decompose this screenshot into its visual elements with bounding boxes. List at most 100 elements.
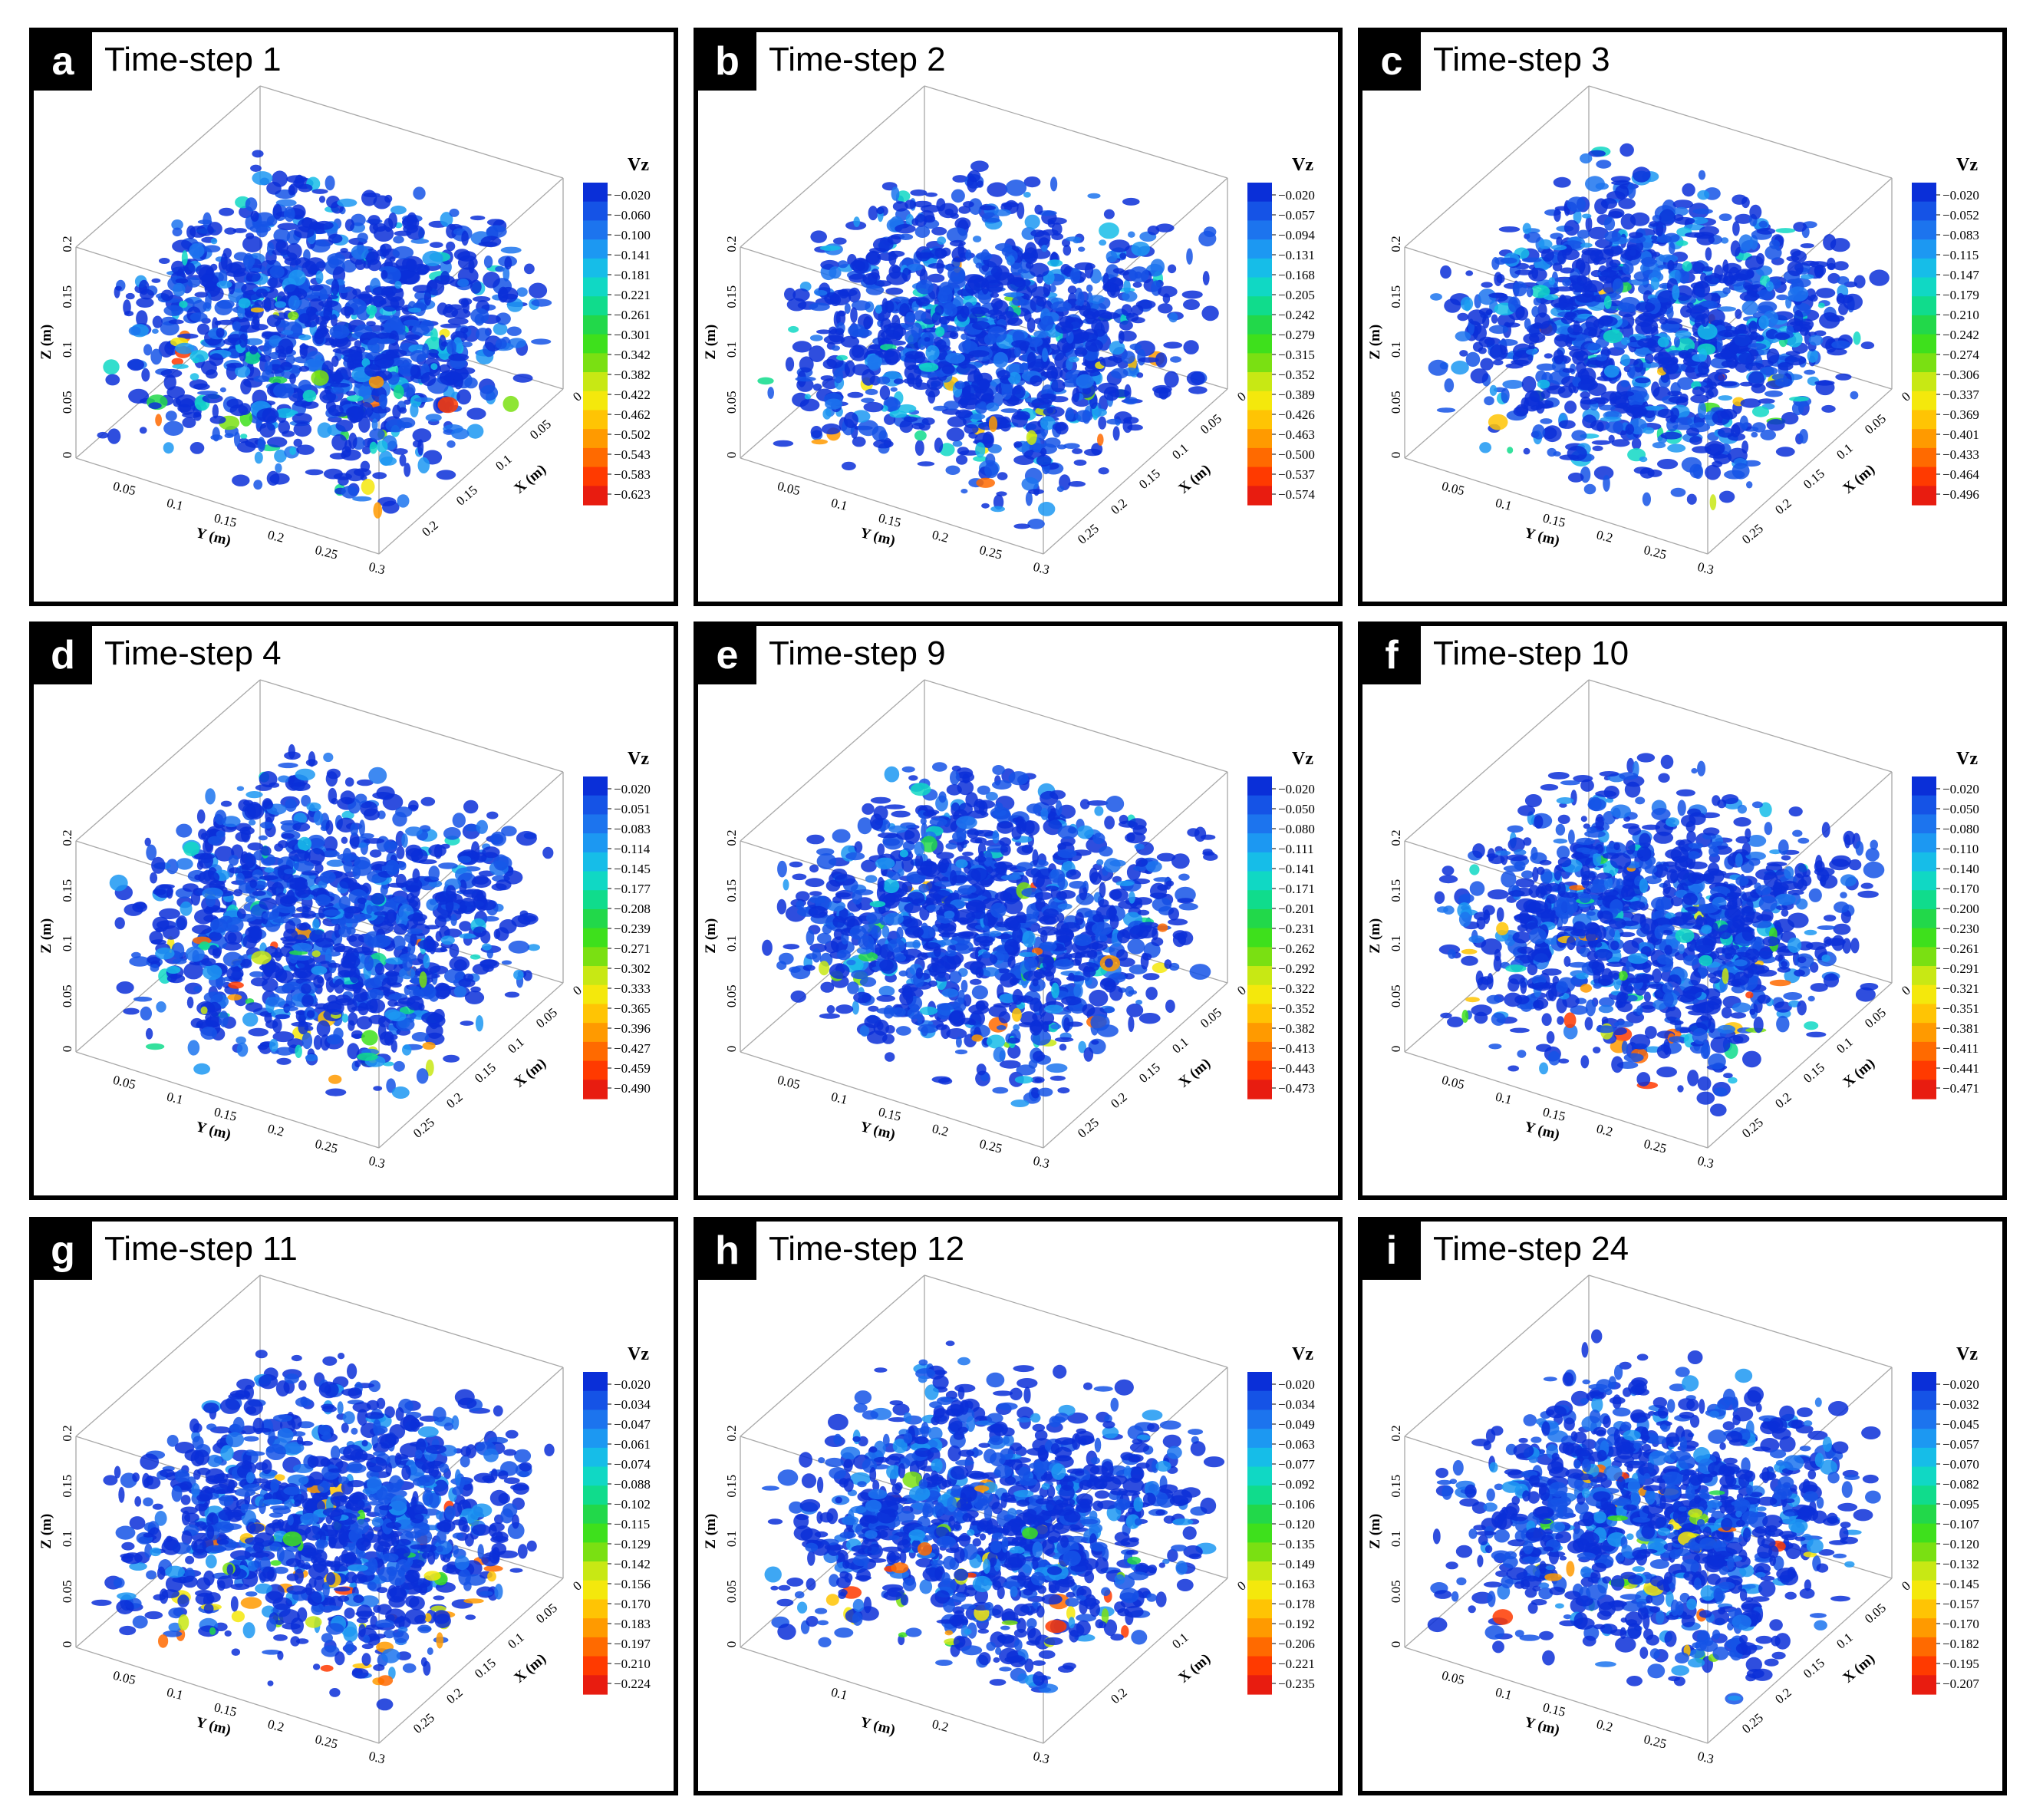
colorbar-tick-label: −0.182: [1942, 1637, 1979, 1651]
colorbar-tick-label: −0.401: [1942, 427, 1979, 442]
colorbar-tick-label: −0.020: [1942, 1377, 1979, 1392]
panel-i: 0 0.05 0.1 0.15 0.2 Z (m) 0.05 0.1 0.15 0.2 0.25 0.…: [1358, 1217, 2007, 1795]
y-axis: 0.05 0.1 0.15 0.2 0.25 0.3 Y (m): [111, 1073, 387, 1172]
colorbar-tick-label: −0.170: [1942, 882, 1979, 896]
x-tick-label: 0.15: [1801, 1655, 1827, 1681]
z-tick-label: 0.2: [724, 829, 739, 846]
y-tick-label: 0.2: [1595, 1121, 1614, 1139]
z-axis-label: Z (m): [38, 1514, 54, 1549]
x-axis: 0 0.05 0.1 0.15 0.2 0.25 X (m): [1739, 983, 1913, 1141]
x-tick-label: 0.2: [1772, 496, 1794, 517]
x-tick-label: 0.2: [419, 518, 440, 539]
colorbar-tick-label: −0.135: [1278, 1537, 1315, 1551]
y-tick-label: 0.05: [776, 479, 801, 499]
y-axis-label: Y (m): [1523, 525, 1561, 549]
x-tick-label: 0.2: [443, 1685, 465, 1706]
colorbar-tick-label: −0.083: [614, 822, 651, 836]
colorbar-tick-label: −0.322: [1278, 981, 1315, 996]
x-tick-label: 0.05: [1198, 1005, 1224, 1031]
colorbar-tick-label: −0.381: [1942, 1021, 1979, 1036]
velocity-isosurface: [1428, 143, 1890, 511]
z-tick-label: 0.1: [1389, 935, 1403, 951]
colorbar-tick-label: −0.145: [614, 862, 651, 876]
colorbar-title: Vz: [1956, 155, 1978, 175]
z-axis: 0 0.05 0.1 0.15 0.2 Z (m): [703, 236, 739, 458]
z-tick-label: 0.05: [724, 1580, 739, 1603]
colorbar-tick-label: −0.210: [614, 1657, 651, 1671]
colorbar-tick-label: −0.183: [614, 1617, 651, 1631]
z-axis: 0 0.05 0.1 0.15 0.2 Z (m): [1367, 236, 1403, 458]
colorbar-tick-label: −0.462: [614, 407, 651, 422]
panel-title: Time-step 11: [104, 1230, 298, 1268]
colorbar-tick-label: −0.047: [614, 1417, 651, 1432]
colorbar-tick-label: −0.177: [614, 882, 651, 896]
y-axis: 0.05 0.1 0.15 0.2 0.25 0.3 Y (m): [1440, 1073, 1715, 1172]
x-tick-label: 0.2: [443, 1090, 465, 1111]
z-tick-label: 0.15: [1389, 285, 1403, 308]
colorbar: Vz −0.020 −0.052 −0.083 −0.115 −0.147 −0.179 −0…: [1912, 155, 1979, 506]
y-tick-label: 0.05: [1440, 1668, 1465, 1688]
colorbar-tick-label: −0.261: [1942, 941, 1979, 956]
y-tick-label: 0.1: [829, 1685, 848, 1703]
x-tick-label: 0.05: [527, 417, 554, 443]
colorbar: Vz −0.020 −0.060 −0.100 −0.141 −0.181 −0.221 −0…: [583, 155, 651, 506]
z-tick-label: 0.05: [1389, 984, 1403, 1007]
panel-letter: i: [1362, 1222, 1421, 1280]
panel-a: 0 0.05 0.1 0.15 0.2 Z (m) 0.05 0.1 0.15 0.2 0.25 0.…: [29, 28, 678, 606]
colorbar-tick-label: −0.020: [614, 782, 651, 796]
y-tick-label: 0.3: [367, 559, 387, 578]
colorbar-tick-label: −0.208: [614, 902, 651, 916]
colorbar-tick-label: −0.131: [1278, 248, 1315, 262]
panel-title: Time-step 9: [769, 635, 946, 672]
y-tick-label: 0.3: [1032, 1749, 1051, 1767]
y-tick-label: 0.25: [314, 1732, 339, 1752]
colorbar-tick-label: −0.170: [614, 1597, 651, 1611]
colorbar-tick-label: −0.111: [1278, 842, 1314, 856]
colorbar-tick-label: −0.321: [1942, 981, 1979, 996]
colorbar-tick-label: −0.114: [614, 842, 651, 856]
x-tick-label: 0.05: [1198, 411, 1224, 437]
x-axis-label: X (m): [512, 461, 549, 496]
x-tick-label: 0.25: [1075, 521, 1102, 547]
colorbar-tick-label: −0.063: [1278, 1437, 1315, 1452]
z-tick-label: 0.15: [724, 879, 739, 902]
colorbar-tick-label: −0.057: [1942, 1437, 1979, 1452]
velocity-isosurface: [1427, 1329, 1881, 1705]
colorbar-tick-label: −0.170: [1942, 1617, 1979, 1631]
x-tick-label: 0.25: [1075, 1115, 1102, 1141]
z-tick-label: 0.15: [1389, 879, 1403, 902]
colorbar-tick-label: −0.230: [1942, 922, 1979, 936]
plot-3d-b: 00.050.10.150.2Z (m)0.050.10.150.20.250.…: [703, 85, 1315, 577]
colorbar-title: Vz: [628, 1344, 649, 1364]
z-tick-label: 0.1: [1389, 341, 1403, 358]
colorbar-tick-label: −0.052: [1942, 208, 1979, 223]
y-axis-label: Y (m): [858, 1714, 897, 1739]
colorbar-tick-label: −0.083: [1942, 228, 1979, 242]
velocity-isosurface: [91, 1350, 555, 1711]
z-tick-label: 0: [724, 1046, 739, 1053]
z-tick-label: 0.15: [60, 1475, 74, 1498]
y-tick-label: 0.2: [266, 527, 285, 546]
axis-box: [1404, 1274, 1893, 1744]
x-tick-label: 0.25: [1739, 1115, 1766, 1141]
y-tick-label: 0.15: [1541, 1700, 1567, 1719]
z-tick-label: 0.2: [724, 236, 739, 252]
x-tick-label: 0: [1234, 983, 1249, 998]
x-tick-label: 0.25: [410, 1710, 437, 1736]
y-tick-label: 0.2: [266, 1716, 285, 1735]
z-tick-label: 0.05: [724, 391, 739, 414]
panel-title: Time-step 2: [769, 41, 946, 78]
colorbar-tick-label: −0.179: [1942, 288, 1979, 302]
z-tick-label: 0.2: [1389, 1425, 1403, 1441]
colorbar-tick-label: −0.178: [1278, 1597, 1315, 1611]
z-tick-label: 0.2: [60, 1425, 74, 1441]
colorbar-tick-label: −0.271: [614, 941, 651, 956]
colorbar-tick-label: −0.171: [1278, 882, 1315, 896]
colorbar-tick-label: −0.034: [614, 1397, 651, 1412]
z-axis-label: Z (m): [1367, 1514, 1383, 1549]
x-tick-label: 0.15: [472, 1655, 499, 1681]
colorbar-tick-label: −0.261: [614, 308, 651, 322]
z-axis: 0 0.05 0.1 0.15 0.2 Z (m): [38, 829, 74, 1052]
z-axis-label: Z (m): [703, 1514, 719, 1549]
x-axis-label: X (m): [1840, 1055, 1878, 1090]
